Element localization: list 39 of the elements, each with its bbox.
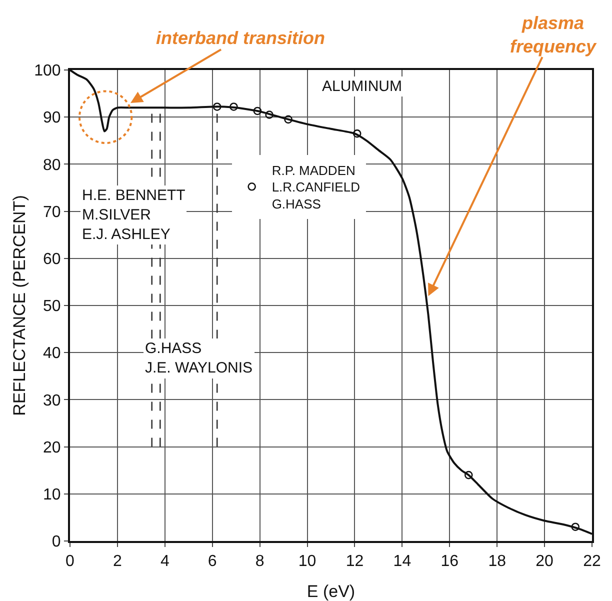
x-tick-label: 2 — [112, 553, 122, 570]
point — [464, 470, 473, 480]
text: ALUMINUM — [322, 78, 402, 95]
point — [230, 102, 238, 111]
y-tick-label: 60 — [43, 251, 61, 268]
x-axis-title: E (eV) — [306, 582, 356, 601]
point — [284, 115, 292, 124]
x-tick-label: 14 — [393, 553, 412, 570]
x-tick-label: 4 — [160, 553, 170, 570]
x-tick-label: 8 — [255, 553, 264, 570]
x-tick-label: 0 — [66, 553, 75, 570]
annotation: interband transition — [156, 28, 326, 48]
point — [212, 102, 222, 111]
x-tick-label: 20 — [536, 553, 554, 570]
x-tick-label: 16 — [440, 553, 459, 570]
y-tick-label: 100 — [34, 62, 61, 80]
y-tick-label: 70 — [43, 204, 61, 221]
annotation: H.E. BENNETT M.SILVER E.J. ASHLEY — [82, 187, 186, 243]
annotation: plasma frequency — [510, 13, 598, 56]
y-tick-label: 80 — [43, 156, 61, 174]
y-tick-label: 10 — [43, 486, 61, 504]
x-tick-label: 6 — [208, 553, 217, 570]
y-tick-label: 0 — [52, 534, 61, 551]
point — [352, 129, 362, 138]
legend-label: R.P. MADDEN L.R.CANFIELD G.HASS — [272, 162, 360, 212]
x-tick-label: 22 — [583, 553, 601, 570]
y-tick-label: 20 — [43, 439, 61, 456]
x-tick-label: 12 — [346, 553, 364, 570]
y-tick-label: 40 — [43, 345, 61, 362]
annotation: G.HASS J.E. WAYLONIS — [145, 340, 253, 376]
point — [253, 106, 262, 116]
y-tick-label: 30 — [43, 392, 61, 410]
x-tick-label: 18 — [488, 553, 506, 570]
y-tick-label: 50 — [43, 298, 61, 316]
y-tick-label: 90 — [43, 110, 61, 127]
point — [265, 110, 274, 119]
x-tick-label: 10 — [298, 553, 316, 570]
point — [571, 522, 580, 532]
y-axis-title: REFLECTANCE (PERCENT) — [10, 195, 29, 416]
